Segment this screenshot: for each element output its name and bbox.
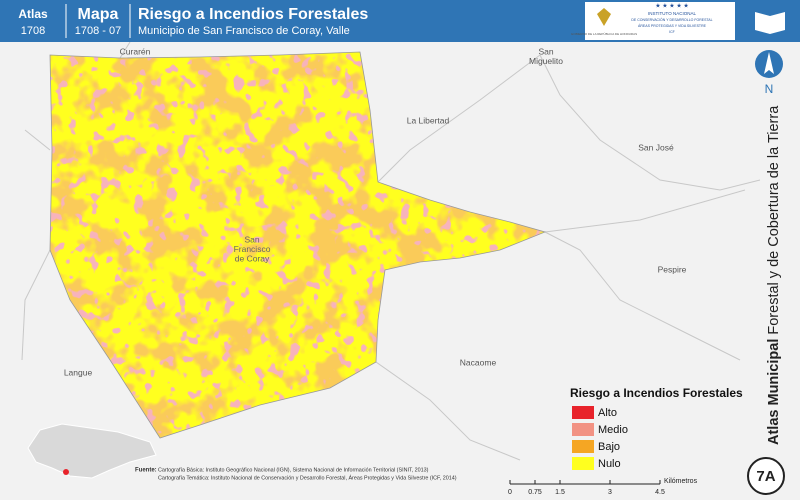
- boundaries: [21, 41, 761, 461]
- badge-circle: [747, 457, 785, 495]
- title: Riesgo a Incendios Forestales: [138, 6, 368, 23]
- inset-map: [27, 423, 157, 479]
- legend-swatch: [572, 440, 594, 453]
- logo-stars: ★ ★ ★ ★ ★: [655, 3, 689, 10]
- logo-right-text: ÁREAS PROTEGIDAS Y VIDA SILVESTRE: [638, 24, 707, 28]
- place-label: La Libertad: [407, 115, 450, 125]
- place-label: Miguelito: [529, 56, 563, 66]
- municipality-outline: [49, 51, 547, 439]
- atlas-label: Atlas: [18, 7, 48, 21]
- place-label: de Coray: [235, 253, 270, 263]
- place-label: Pespire: [658, 264, 687, 274]
- scale-label: 0.75: [528, 489, 542, 496]
- side-title-bold: Atlas Municipal: [766, 339, 782, 445]
- scale-label: 3: [608, 489, 612, 496]
- legend-label: Medio: [598, 424, 628, 436]
- scale-label: 0: [508, 489, 512, 496]
- sources-line: Cartografía Temática: Instituto Nacional…: [158, 474, 457, 481]
- logo-box: [585, 2, 735, 40]
- scale-label: 1.5: [555, 489, 565, 496]
- side-title-rest: Forestal y de Cobertura de la Tierra: [766, 105, 782, 339]
- logo-left-text: GOBIERNO DE LA REPÚBLICA DE HONDURAS: [571, 31, 637, 36]
- legend-label: Bajo: [598, 441, 620, 453]
- scale-label: 4.5: [655, 489, 665, 496]
- book-icon: [755, 12, 785, 34]
- scale-unit: Kilómetros: [664, 478, 698, 485]
- logo-right-text: DE CONSERVACIÓN Y DESARROLLO FORESTAL: [631, 17, 712, 22]
- place-label: San: [538, 46, 553, 56]
- legend-swatch: [572, 423, 594, 436]
- legend-title: Riesgo a Incendios Forestales: [570, 386, 743, 400]
- logo-right-text: INSTITUTO NACIONAL: [648, 11, 696, 16]
- place-label: Francisco: [234, 244, 271, 254]
- place-label: Nacaome: [460, 357, 497, 367]
- legend-swatch: [572, 406, 594, 419]
- place-label: San José: [638, 142, 674, 152]
- coat-of-arms: [597, 8, 611, 26]
- place-label: Langue: [64, 367, 93, 377]
- badge: 7A: [756, 468, 775, 485]
- sources-label: Fuente:: [135, 468, 157, 474]
- map-label: Mapa: [78, 6, 119, 23]
- logo-right-text: ICF: [669, 30, 675, 34]
- north-label: N: [765, 82, 774, 96]
- legend-label: Nulo: [598, 458, 621, 470]
- atlas-code: 1708: [21, 25, 45, 37]
- place-label: Curarén: [120, 46, 151, 56]
- inset-location: [63, 469, 69, 475]
- sources-line: Cartografía Básica: Instituto Geográfico…: [158, 467, 429, 473]
- subtitle: Municipio de San Francisco de Coray, Val…: [138, 25, 350, 37]
- side-title: Atlas Municipal Forestal y de Cobertura …: [766, 105, 782, 445]
- map-code: 1708 - 07: [75, 25, 121, 37]
- place-label: San: [244, 234, 259, 244]
- north-arrow: [764, 52, 774, 74]
- legend-label: Alto: [598, 407, 617, 419]
- legend-swatch: [572, 457, 594, 470]
